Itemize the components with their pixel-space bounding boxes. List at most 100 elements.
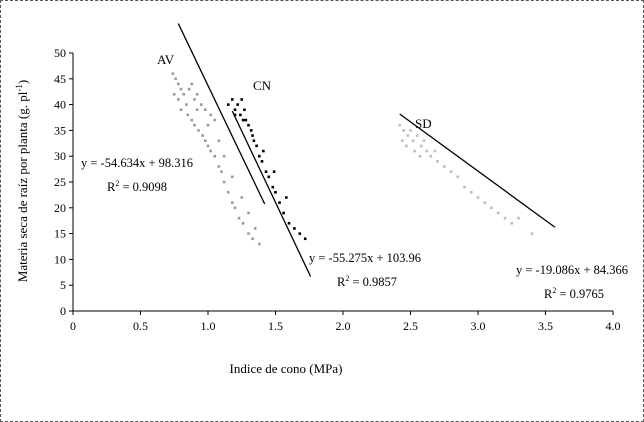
y-tick-label: 5 bbox=[60, 278, 66, 292]
x-tick-label: 1.5 bbox=[268, 319, 283, 333]
y-tick-label: 20 bbox=[54, 201, 66, 215]
data-point-cn bbox=[264, 170, 268, 173]
data-point-cn bbox=[255, 144, 258, 148]
data-point-cn bbox=[285, 196, 288, 199]
data-point-cn bbox=[262, 149, 265, 153]
data-point-av bbox=[177, 82, 180, 86]
data-point-av bbox=[217, 139, 221, 143]
data-point-av bbox=[258, 242, 261, 246]
x-tick-label: 3.5 bbox=[538, 319, 553, 333]
data-point-av bbox=[222, 180, 226, 184]
data-point-sd bbox=[420, 144, 423, 148]
trendline-cn bbox=[231, 110, 312, 277]
data-point-av bbox=[247, 211, 250, 215]
data-point-av bbox=[213, 154, 217, 158]
trendline-sd bbox=[399, 113, 556, 228]
series-cn bbox=[226, 98, 312, 277]
data-point-av bbox=[190, 82, 194, 86]
data-point-av bbox=[179, 87, 183, 91]
data-point-av bbox=[174, 77, 177, 81]
data-point-sd bbox=[429, 154, 433, 158]
data-point-av bbox=[195, 92, 199, 96]
data-point-sd bbox=[490, 206, 493, 210]
data-point-av bbox=[226, 191, 230, 194]
x-tick-label: 0 bbox=[70, 319, 76, 333]
data-point-av bbox=[182, 92, 185, 96]
series-label-sd: SD bbox=[415, 116, 432, 131]
y-axis-label-superscript: -1 bbox=[14, 84, 24, 92]
y-axis-label-close: ) bbox=[15, 80, 30, 84]
data-point-sd bbox=[398, 123, 401, 127]
data-point-sd bbox=[463, 185, 466, 189]
series-sd bbox=[398, 113, 556, 235]
r2-sd: R2 = 0.9765 bbox=[544, 286, 604, 301]
data-point-cn bbox=[278, 201, 281, 204]
data-point-av bbox=[186, 113, 190, 117]
equation-av: y = -54.634x + 98.316 bbox=[81, 156, 193, 170]
data-point-av bbox=[231, 175, 234, 179]
data-point-sd bbox=[496, 211, 500, 215]
y-tick-label: 25 bbox=[54, 175, 66, 189]
y-tick-label: 45 bbox=[54, 72, 66, 86]
data-point-sd bbox=[436, 160, 439, 163]
y-tick-label: 40 bbox=[54, 98, 66, 112]
data-point-cn bbox=[287, 221, 291, 225]
data-point-cn bbox=[236, 103, 239, 106]
x-tick-label: 0.5 bbox=[133, 319, 148, 333]
trendline-av bbox=[177, 23, 266, 205]
r2-av: R2 = 0.9098 bbox=[107, 179, 167, 194]
data-point-sd bbox=[418, 154, 422, 158]
data-point-sd bbox=[469, 191, 473, 194]
x-tick-label: 2.5 bbox=[403, 319, 418, 333]
data-point-sd bbox=[503, 216, 507, 220]
data-point-av bbox=[172, 92, 176, 96]
data-point-av bbox=[220, 170, 223, 173]
x-tick-label: 1.0 bbox=[201, 319, 216, 333]
axes: 0 0.5 1.0 1.5 2.0 2.5 3.0 3.5 4.0 0 5 10 15 20 25 30 35 4… bbox=[54, 46, 621, 333]
data-point-cn bbox=[247, 123, 250, 127]
data-point-cn bbox=[249, 129, 253, 132]
data-point-av bbox=[171, 72, 175, 75]
data-point-av bbox=[253, 227, 257, 230]
data-point-cn bbox=[267, 175, 271, 179]
data-point-cn bbox=[233, 108, 237, 112]
data-point-av bbox=[247, 232, 250, 235]
x-axis-label: Indice de cono (MPa) bbox=[230, 361, 343, 376]
data-point-cn bbox=[239, 113, 242, 117]
data-point-av bbox=[209, 113, 212, 117]
data-point-av bbox=[222, 154, 226, 158]
equation-cn: y = -55.275x + 103.96 bbox=[309, 251, 421, 265]
data-point-cn bbox=[244, 118, 248, 122]
data-point-av bbox=[241, 221, 245, 225]
y-tick-label: 0 bbox=[60, 304, 66, 318]
series-label-av: AV bbox=[157, 52, 175, 67]
data-point-cn bbox=[272, 170, 276, 173]
x-tick-label: 3.0 bbox=[471, 319, 486, 333]
data-point-av bbox=[237, 216, 241, 220]
y-tick-label: 15 bbox=[54, 227, 66, 241]
data-point-cn bbox=[303, 237, 307, 241]
data-point-av bbox=[204, 139, 207, 143]
y-tick-label: 50 bbox=[54, 46, 66, 60]
data-point-av bbox=[209, 149, 212, 153]
data-point-av bbox=[204, 108, 207, 112]
data-point-cn bbox=[282, 211, 285, 215]
data-point-cn bbox=[258, 154, 261, 158]
data-point-av bbox=[206, 144, 210, 148]
equation-sd: y = -19.086x + 84.366 bbox=[516, 263, 628, 277]
y-tick-label: 30 bbox=[54, 149, 66, 163]
data-point-av bbox=[187, 87, 191, 91]
data-point-sd bbox=[456, 175, 460, 179]
data-point-sd bbox=[449, 170, 453, 173]
data-point-sd bbox=[422, 139, 426, 143]
data-point-sd bbox=[415, 134, 419, 137]
data-point-cn bbox=[293, 227, 296, 230]
series-label-cn: CN bbox=[253, 78, 272, 93]
data-point-av bbox=[193, 123, 196, 127]
data-point-av bbox=[251, 237, 254, 241]
data-point-cn bbox=[240, 98, 244, 101]
data-point-av bbox=[217, 165, 221, 168]
data-point-cn bbox=[226, 103, 230, 106]
data-point-sd bbox=[406, 134, 410, 137]
